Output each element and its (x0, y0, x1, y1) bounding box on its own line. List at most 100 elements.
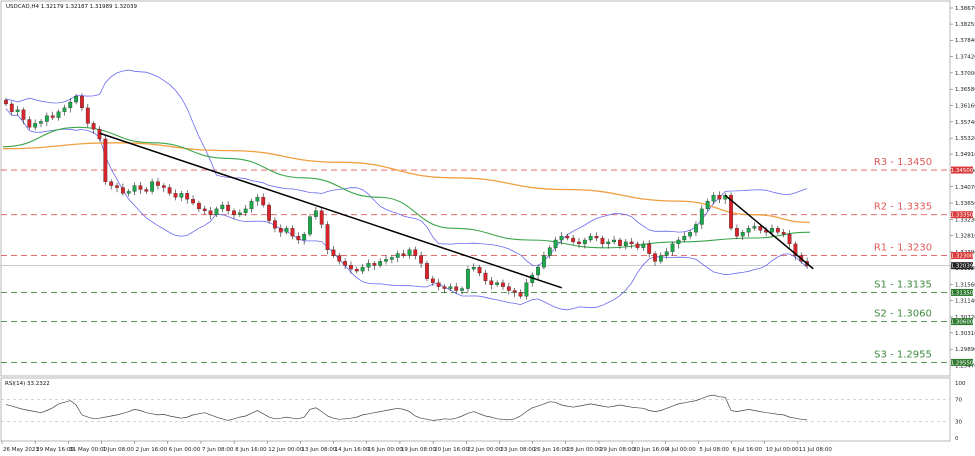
rsi-tick-label: 0 (955, 436, 959, 442)
rsi-panel-frame (0, 377, 951, 442)
candle-body (600, 237, 605, 245)
candle-body (302, 234, 307, 241)
candle-body (670, 243, 675, 252)
candle-body (553, 239, 558, 248)
candle-body (202, 208, 207, 211)
candle-body (506, 286, 511, 291)
y-tick-label: 1.30310 (955, 331, 975, 337)
candle-body (618, 239, 622, 246)
rsi-indicator: 100 70 30 0 (1, 381, 966, 442)
candle-body (109, 181, 114, 186)
y-tick-label: 1.33650 (955, 201, 975, 207)
candle-body (278, 228, 283, 233)
candle-body (606, 241, 611, 245)
candle-body (699, 208, 704, 225)
candle-body (284, 228, 289, 233)
level-label: S3 - 1.2955 (874, 349, 932, 360)
candle-body (91, 123, 96, 130)
candle-body (249, 200, 254, 210)
candle-body (126, 191, 131, 194)
candle-body (775, 228, 780, 233)
rsi-tick-label: 100 (955, 381, 966, 387)
candle-body (407, 249, 412, 256)
y-tick-label: 1.36160 (955, 104, 975, 110)
candle-body (343, 261, 348, 266)
level-price-tag (951, 318, 973, 326)
candle-body (378, 261, 383, 266)
y-tick-label: 1.34070 (955, 185, 975, 191)
y-tick-label: 1.37840 (955, 38, 975, 44)
candle-body (150, 181, 155, 192)
candle-body (758, 226, 763, 231)
x-tick-label: 6 Jun 00:00 (169, 447, 201, 453)
main-panel-frame (0, 0, 951, 377)
y-tick-label: 1.32810 (955, 234, 975, 240)
candle-body (196, 202, 201, 210)
candle-body (313, 210, 318, 217)
x-tick-label: 6 Jul 16:00 (733, 447, 763, 453)
candle-body (237, 212, 242, 215)
candle-body (559, 235, 564, 241)
bollinger-upper-line (5, 69, 808, 267)
candle-body (770, 228, 774, 233)
candle-body (27, 119, 32, 128)
candle-body (144, 189, 149, 192)
candle-body (366, 263, 371, 268)
y-tick-label: 1.31140 (955, 299, 975, 305)
candle-body (44, 115, 49, 122)
x-tick-label: 14 Jun 16:00 (335, 447, 370, 453)
level-price-tag (951, 166, 973, 174)
candle-body (653, 253, 657, 262)
candle-body (360, 267, 365, 272)
candle-body (746, 228, 751, 233)
candle-body (226, 204, 231, 211)
candle-body (471, 267, 476, 270)
candle-body (243, 208, 248, 213)
candle-body (676, 239, 681, 245)
candle-body (261, 197, 266, 206)
candle-body (623, 241, 628, 246)
candle-body (717, 195, 722, 200)
candle-body (267, 204, 271, 221)
candle-body (290, 228, 295, 237)
candle-body (167, 187, 172, 194)
y-tick-label: 1.29470 (955, 364, 975, 370)
x-tick-label: 23 Jun 08:00 (500, 447, 535, 453)
candle-body (401, 253, 406, 256)
candle-body (68, 101, 73, 109)
x-tick-label: 22 Jun 00:00 (467, 447, 502, 453)
bollinger-lower-line (5, 108, 808, 311)
candle-body (15, 109, 20, 112)
candle-body (460, 288, 464, 291)
x-tick-label: 1 Jun 08:00 (102, 447, 134, 453)
candle-body (161, 185, 166, 188)
rsi-tick-label: 30 (955, 420, 962, 426)
candle-body (518, 292, 523, 297)
candle-body (103, 138, 108, 182)
candle-body (232, 210, 236, 215)
candle-body (120, 187, 125, 194)
ma-orange-line (2, 142, 811, 224)
x-tick-label: 5 Jul 08:00 (699, 447, 729, 453)
candle-body (588, 235, 593, 241)
candle-body (9, 103, 14, 112)
x-tick-label: 11 Jul 08:00 (799, 447, 832, 453)
x-tick-label: 30 Jun 16:00 (633, 447, 668, 453)
candle-body (740, 232, 745, 237)
level-price-tag (951, 211, 973, 219)
candle-body (629, 241, 634, 245)
candle-body (354, 268, 359, 272)
x-tick-label: 2 Jun 16:00 (136, 447, 168, 453)
candles (4, 93, 809, 300)
current-price-tag (951, 262, 973, 270)
current-price-tag-text: 1.32039 (951, 264, 974, 270)
candle-body (33, 123, 38, 128)
candle-body (115, 185, 119, 188)
bollinger-bands (5, 69, 808, 311)
candle-body (536, 267, 540, 276)
candle-body (594, 235, 599, 239)
x-tick-label: 10 Jul 00:00 (766, 447, 799, 453)
candle-body (781, 232, 786, 235)
candle-body (179, 193, 184, 198)
